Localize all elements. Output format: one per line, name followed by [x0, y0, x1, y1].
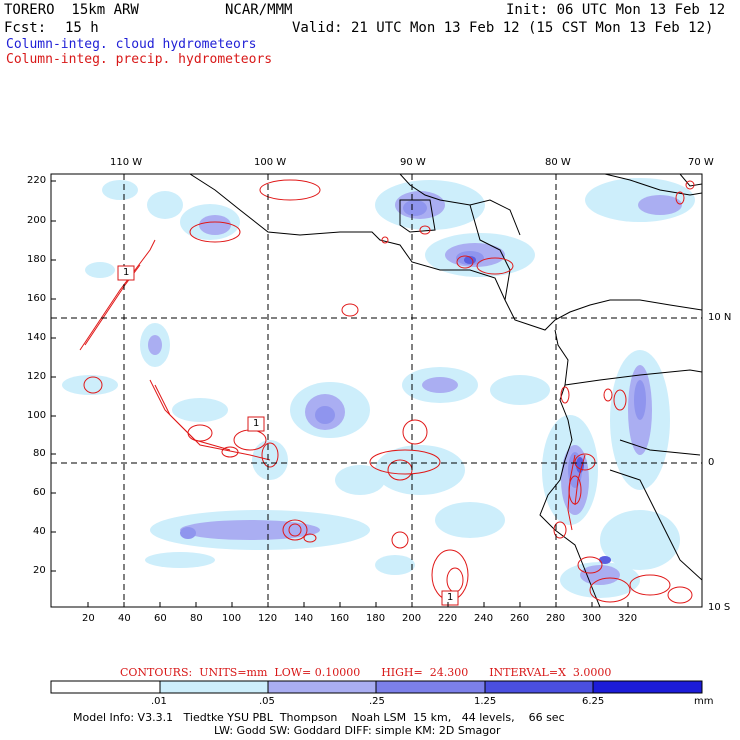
model-title: TORERO 15km ARW — [4, 2, 139, 18]
lon-label-100w: 100 W — [254, 157, 287, 168]
x-tick-label: 100 — [222, 613, 242, 624]
contour-box-label: 1 — [447, 592, 454, 603]
y-tick-label: 40 — [33, 526, 46, 537]
x-tick-label: 240 — [474, 613, 494, 624]
y-tick-label: 180 — [27, 254, 47, 265]
lon-label-110w: 110 W — [110, 157, 143, 168]
y-tick-marks — [51, 180, 56, 572]
x-tick-label: 200 — [402, 613, 422, 624]
colorbar-label: .25 — [369, 696, 385, 707]
contour-box-labels — [117, 265, 459, 606]
lon-label-80w: 80 W — [545, 157, 571, 168]
y-tick-label: 120 — [27, 371, 47, 382]
colorbar — [50, 680, 703, 694]
y-tick-label: 80 — [33, 448, 46, 459]
lat-label-0: 0 — [708, 457, 715, 468]
coastlines — [189, 174, 702, 607]
y-tick-label: 20 — [33, 565, 46, 576]
x-tick-label: 300 — [582, 613, 602, 624]
colorbar-label: 6.25 — [582, 696, 605, 707]
y-tick-label: 140 — [27, 332, 47, 343]
model-info: Model Info: V3.3.1 Tiedtke YSU PBL Thomp… — [73, 711, 565, 724]
field-cloud-title: Column-integ. cloud hydrometeors — [6, 37, 257, 52]
lat-label-10n: 10 N — [708, 312, 732, 323]
x-tick-label: 40 — [118, 613, 131, 624]
colorbar-label: .01 — [151, 696, 167, 707]
y-tick-label: 200 — [27, 215, 47, 226]
map-plot-area — [51, 174, 702, 607]
y-tick-label: 160 — [27, 293, 47, 304]
contour-box-label: 1 — [123, 267, 130, 278]
forecast-hour: 15 h — [65, 20, 99, 36]
forecast-label: Fcst: — [4, 20, 47, 36]
valid-time: Valid: 21 UTC Mon 13 Feb 12 (15 CST Mon … — [292, 20, 714, 36]
precip-contours — [79, 179, 695, 604]
colorbar-label: .05 — [259, 696, 275, 707]
lon-label-90w: 90 W — [400, 157, 426, 168]
x-tick-label: 320 — [618, 613, 638, 624]
field-precip-title: Column-integ. precip. hydrometeors — [6, 52, 273, 67]
x-tick-label: 180 — [366, 613, 386, 624]
physics-info: LW: Godd SW: Goddard DIFF: simple KM: 2D… — [214, 724, 501, 737]
colorbar-unit: mm — [694, 696, 714, 707]
init-time: Init: 06 UTC Mon 13 Feb 12 — [506, 2, 726, 18]
x-tick-label: 280 — [546, 613, 566, 624]
y-tick-label: 60 — [33, 487, 46, 498]
x-tick-marks — [87, 602, 629, 607]
x-tick-label: 20 — [82, 613, 95, 624]
center-label: NCAR/MMM — [225, 2, 293, 18]
lon-label-70w: 70 W — [688, 157, 714, 168]
x-tick-label: 60 — [154, 613, 167, 624]
x-tick-label: 80 — [190, 613, 203, 624]
lat-label-10s: 10 S — [708, 602, 731, 613]
contour-box-label: 1 — [253, 418, 260, 429]
contour-info: CONTOURS: UNITS=mm LOW= 0.10000 HIGH= 24… — [120, 666, 612, 679]
x-tick-label: 160 — [330, 613, 350, 624]
y-tick-label: 220 — [27, 175, 47, 186]
x-tick-label: 120 — [258, 613, 278, 624]
lat-lon-grid — [51, 174, 702, 607]
y-tick-label: 100 — [27, 410, 47, 421]
x-tick-label: 220 — [438, 613, 458, 624]
x-tick-label: 140 — [294, 613, 314, 624]
x-tick-label: 260 — [510, 613, 530, 624]
colorbar-label: 1.25 — [474, 696, 497, 707]
